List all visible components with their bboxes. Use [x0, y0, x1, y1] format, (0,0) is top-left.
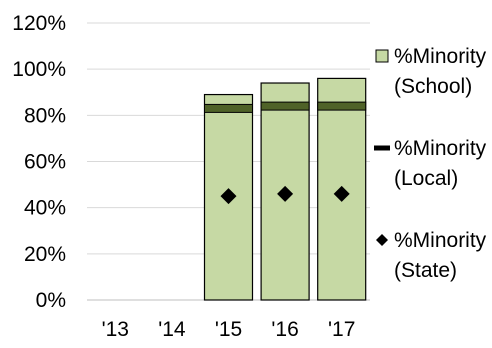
- x-tick-label: '13: [102, 318, 129, 341]
- marker-local: [260, 101, 310, 111]
- legend-label: (Local): [394, 167, 458, 190]
- legend-label: (State): [394, 259, 457, 282]
- legend-label: %Minority: [394, 229, 487, 252]
- y-axis-ticks: 0% 20% 40% 60% 80% 100% 120%: [12, 12, 66, 312]
- marker-state: [333, 185, 350, 202]
- marker-state: [277, 185, 294, 202]
- y-tick-label: 80%: [24, 104, 66, 127]
- legend-marker-local: [374, 145, 390, 151]
- y-tick-label: 20%: [24, 243, 66, 266]
- x-tick-label: '15: [215, 318, 242, 341]
- marker-local: [317, 101, 367, 111]
- y-tick-label: 40%: [24, 197, 66, 220]
- x-tick-label: '16: [271, 318, 298, 341]
- legend-marker-state: [376, 234, 388, 246]
- state-markers: [220, 185, 350, 205]
- x-tick-label: '14: [158, 318, 186, 341]
- legend-label: %Minority: [394, 137, 487, 160]
- marker-local: [204, 103, 253, 113]
- y-tick-label: 120%: [12, 12, 66, 35]
- legend-label: %Minority: [394, 45, 487, 68]
- legend: %Minority (School) %Minority (Local) %Minori…: [374, 45, 487, 282]
- local-markers: [204, 101, 367, 113]
- marker-state: [220, 188, 237, 205]
- legend-label: (School): [394, 75, 472, 98]
- legend-marker-school: [375, 49, 389, 63]
- y-tick-label: 60%: [24, 151, 66, 174]
- y-tick-label: 0%: [36, 289, 66, 312]
- x-axis-ticks: '13 '14 '15 '16 '17: [102, 318, 356, 341]
- x-tick-label: '17: [328, 318, 355, 341]
- y-tick-label: 100%: [12, 58, 66, 81]
